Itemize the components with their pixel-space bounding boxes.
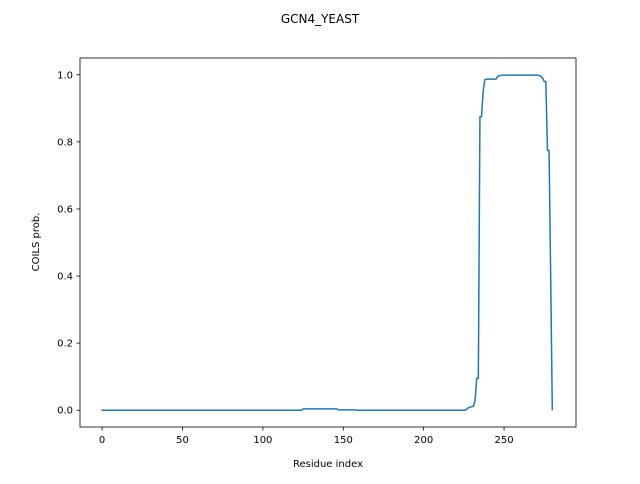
y-tick-label: 0.2 [57, 339, 73, 350]
y-tick-label: 0.6 [57, 204, 73, 215]
y-tick-label: 0.0 [57, 406, 73, 417]
y-tick-label: 0.4 [57, 272, 73, 283]
x-tick-label: 200 [414, 435, 433, 446]
x-axis-ticks: 0 50 100 150 200 250 [99, 427, 514, 446]
y-axis-ticks: 0.0 0.2 0.4 0.6 0.8 1.0 [57, 70, 80, 417]
x-tick-label: 150 [334, 435, 353, 446]
y-axis-label: COILS prob. [31, 213, 42, 272]
x-tick-label: 250 [495, 435, 514, 446]
x-tick-label: 0 [99, 435, 105, 446]
y-tick-label: 0.8 [57, 137, 73, 148]
chart-title: GCN4_YEAST [281, 12, 360, 26]
x-axis-label: Residue index [293, 459, 363, 470]
series-line-0 [101, 74, 554, 411]
x-tick-label: 50 [176, 435, 189, 446]
y-tick-label: 1.0 [57, 70, 73, 81]
axes-frame [79, 57, 577, 428]
plot-area [79, 57, 577, 428]
x-tick-label: 100 [253, 435, 272, 446]
